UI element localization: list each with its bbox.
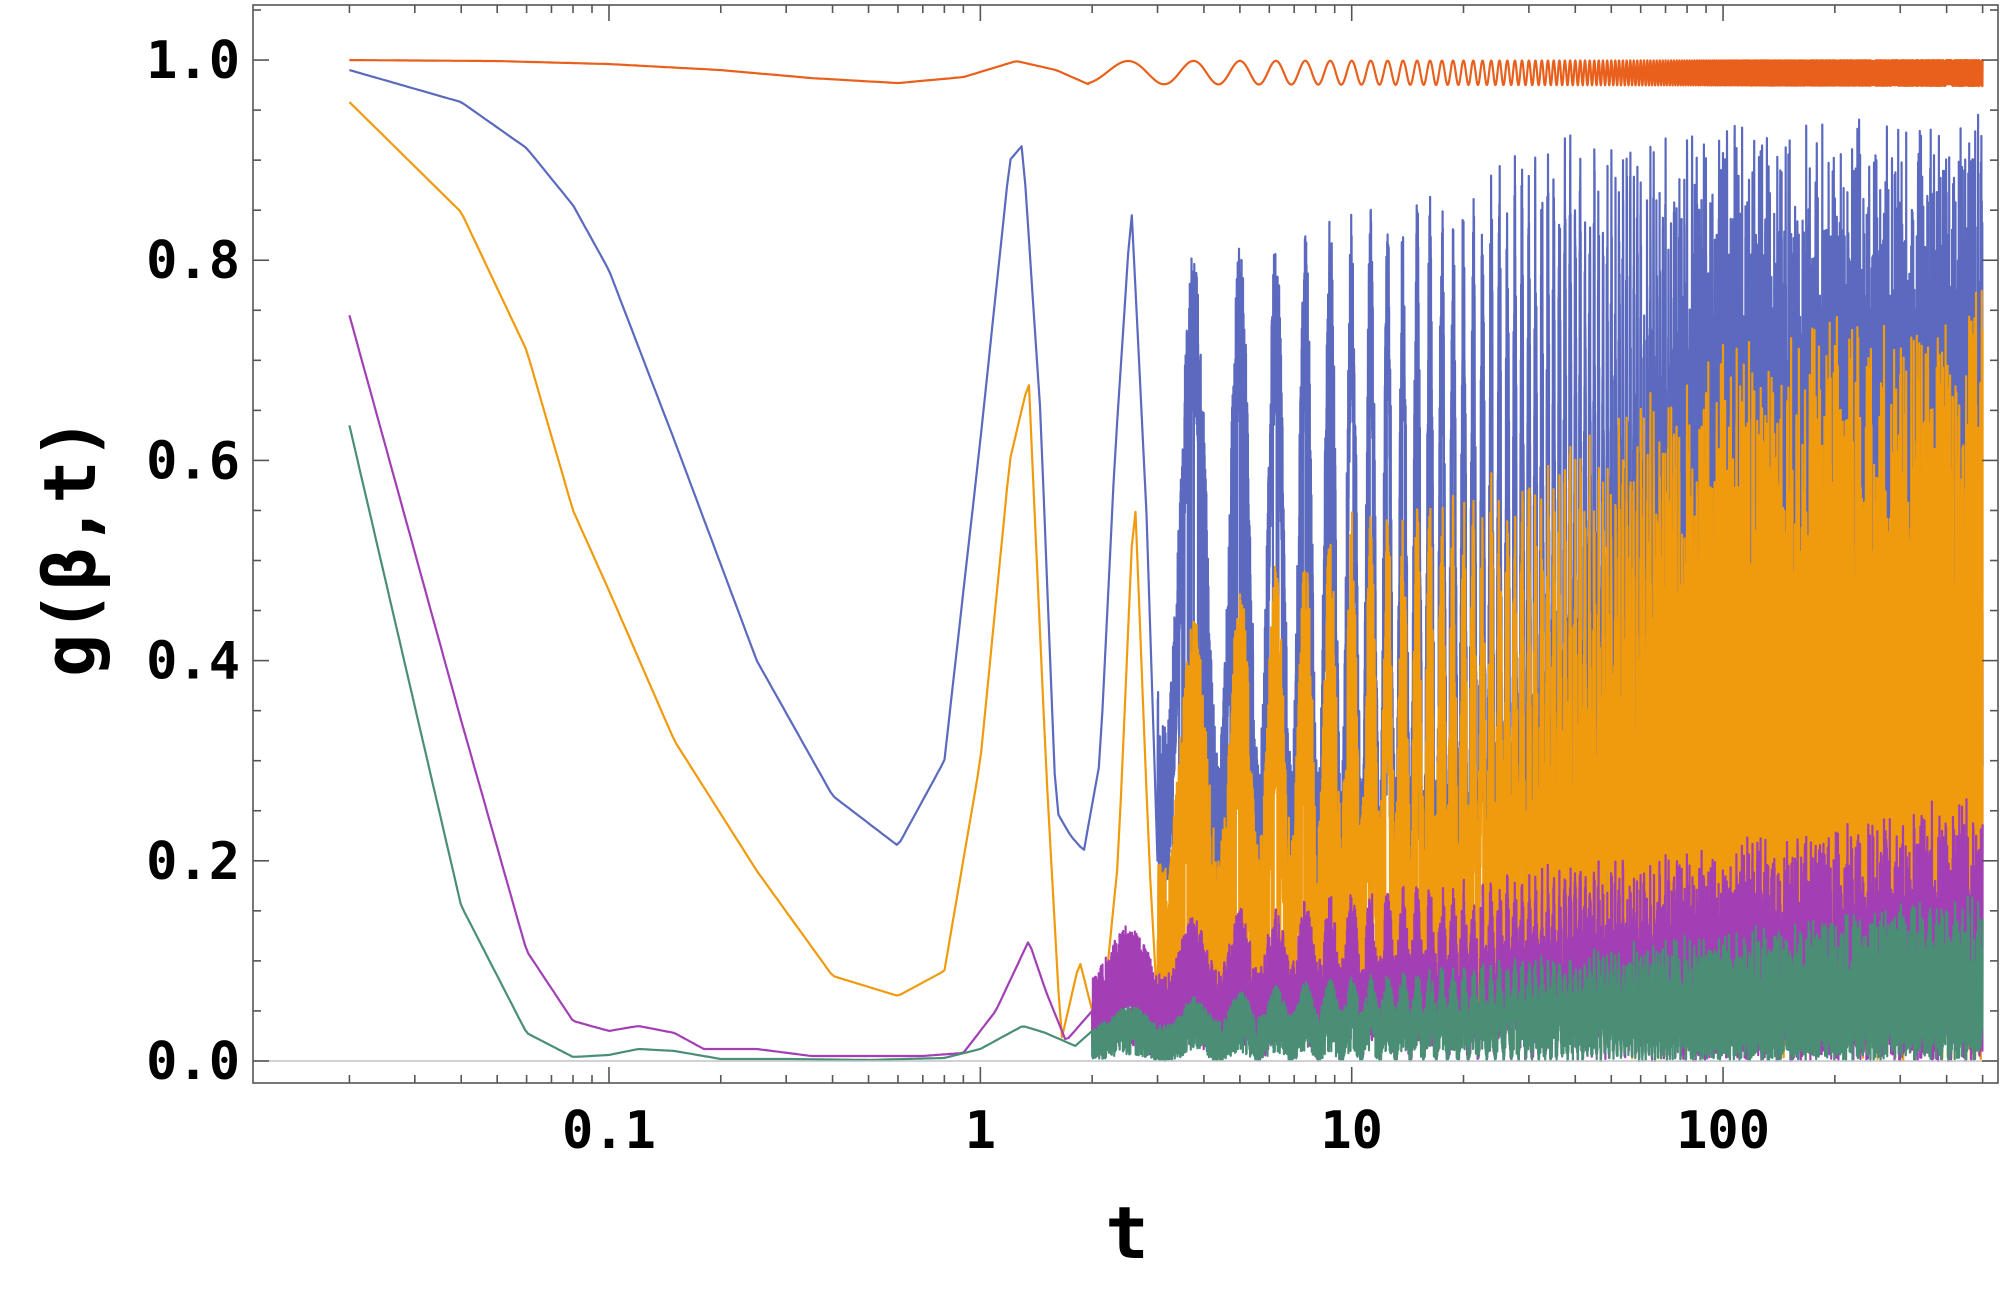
tick-label-layer: 0.1 1 10 100 0.0 0.2 0.4 0.6 0.8 1.0 bbox=[146, 31, 1770, 1161]
y-tick-label: 1.0 bbox=[146, 31, 240, 91]
x-tick-label: 10 bbox=[1320, 1101, 1383, 1161]
tick-layer bbox=[253, 5, 1998, 1083]
x-tick-label: 100 bbox=[1676, 1101, 1770, 1161]
x-tick-label: 1 bbox=[965, 1101, 996, 1161]
x-tick-label: 0.1 bbox=[562, 1101, 656, 1161]
y-tick-label: 0.4 bbox=[146, 632, 240, 692]
series-line-1 bbox=[349, 59, 1984, 88]
y-tick-label: 0.8 bbox=[146, 231, 240, 291]
series-line-2 bbox=[349, 69, 1984, 1038]
series-line-5 bbox=[348, 425, 1984, 1063]
y-tick-label: 0.6 bbox=[146, 431, 240, 491]
y-axis-label: g(β,t) bbox=[28, 417, 112, 677]
plot-frame bbox=[252, 4, 1999, 1084]
y-tick-label: 0.0 bbox=[146, 1032, 240, 1092]
series-layer bbox=[348, 59, 1984, 1063]
series-line-3 bbox=[348, 101, 1984, 1062]
y-tick-label: 0.2 bbox=[146, 832, 240, 892]
x-axis-label: t bbox=[1105, 1191, 1148, 1275]
